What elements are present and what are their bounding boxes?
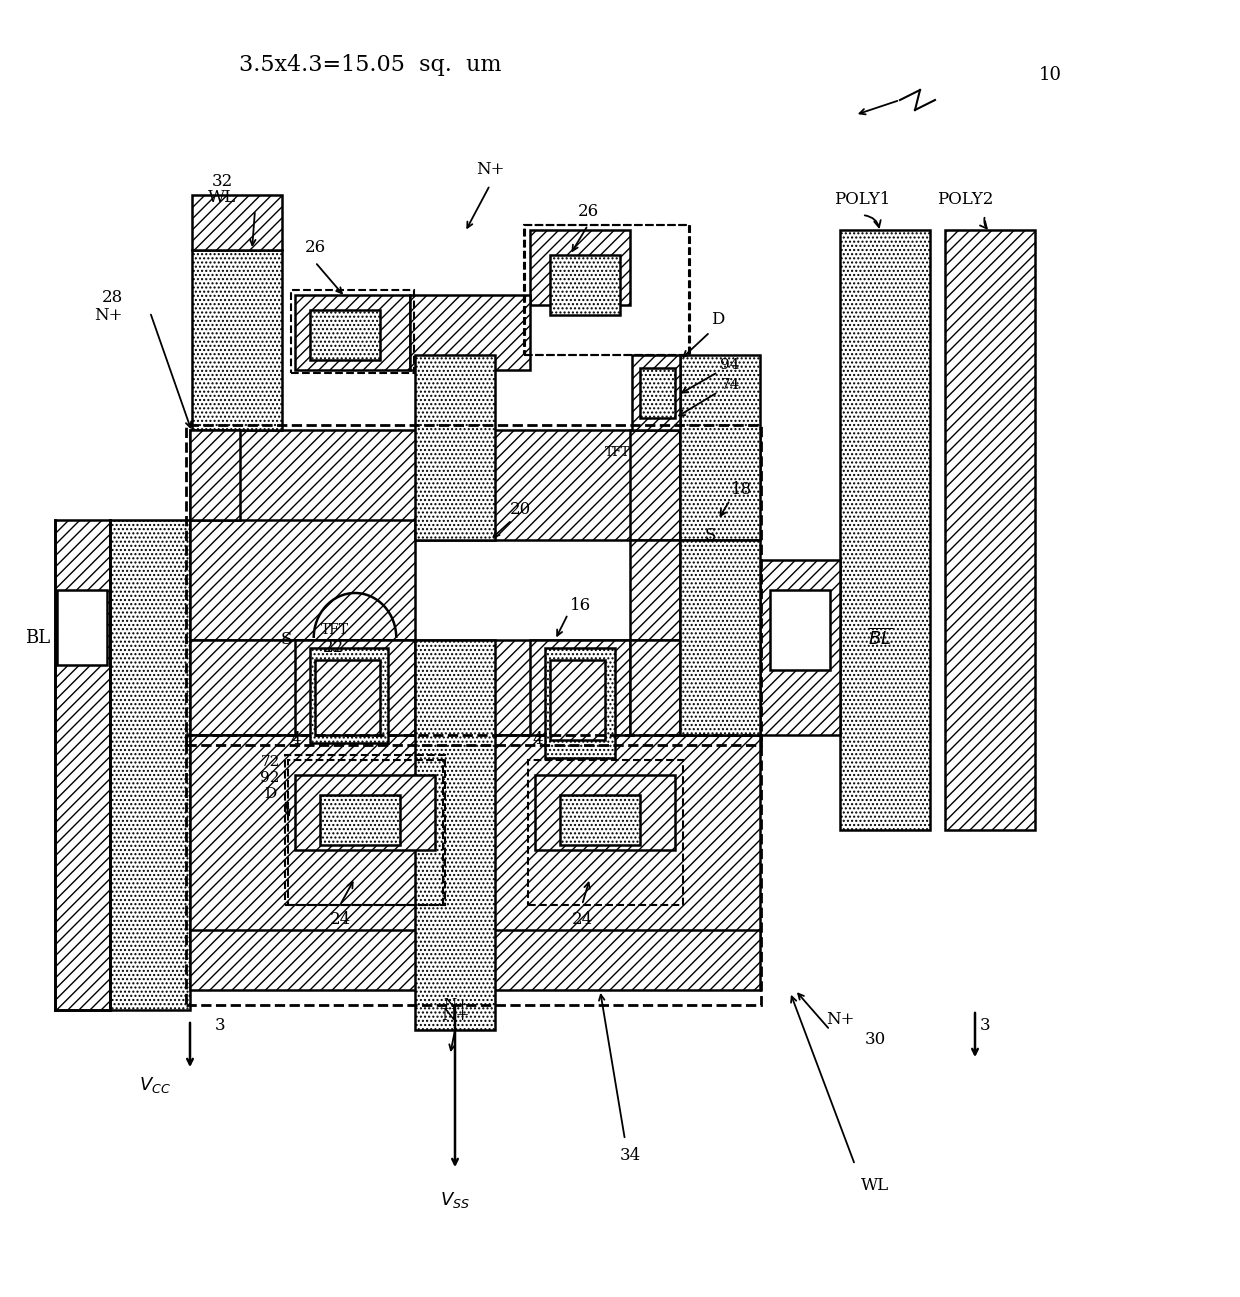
Bar — [415, 639, 495, 1030]
Text: N+: N+ — [443, 997, 469, 1012]
Text: 3.5x4.3=15.05  sq.  um: 3.5x4.3=15.05 sq. um — [239, 54, 501, 77]
Text: 3: 3 — [215, 1017, 226, 1034]
FancyArrowPatch shape — [864, 215, 880, 227]
Bar — [285, 755, 445, 905]
Text: 3: 3 — [980, 1017, 991, 1034]
Text: 4: 4 — [290, 732, 301, 748]
Bar — [630, 639, 680, 741]
Bar — [551, 660, 605, 741]
Bar — [192, 250, 281, 431]
Text: 30: 30 — [864, 1031, 885, 1048]
Bar — [546, 648, 615, 757]
Text: WL: WL — [208, 189, 236, 206]
Text: TFT: TFT — [321, 623, 350, 637]
Bar — [295, 639, 415, 770]
Text: S: S — [704, 527, 715, 543]
Bar — [288, 760, 443, 905]
Text: N+: N+ — [94, 306, 123, 323]
Bar — [640, 368, 675, 418]
Text: N+: N+ — [476, 162, 505, 179]
Bar — [295, 294, 410, 370]
Bar — [632, 355, 680, 431]
Text: 26: 26 — [578, 204, 599, 220]
Text: 16: 16 — [569, 598, 590, 615]
Bar — [190, 930, 760, 990]
Bar — [551, 256, 620, 315]
Bar — [410, 294, 529, 370]
Text: POLY2: POLY2 — [936, 192, 993, 209]
Bar — [630, 431, 680, 540]
Bar — [560, 795, 640, 846]
Bar — [760, 560, 839, 735]
Bar — [190, 431, 720, 540]
Bar — [529, 639, 630, 770]
Text: 22: 22 — [322, 639, 343, 656]
Bar — [680, 431, 760, 490]
Bar — [525, 224, 689, 355]
Text: 92: 92 — [260, 770, 280, 785]
Bar — [310, 648, 388, 743]
Text: 18: 18 — [732, 481, 753, 498]
Bar — [528, 760, 683, 905]
Text: WL: WL — [861, 1176, 889, 1193]
Text: 10: 10 — [1039, 66, 1061, 84]
Text: $V_{SS}$: $V_{SS}$ — [440, 1191, 470, 1210]
Text: 20: 20 — [510, 502, 531, 519]
Bar — [190, 639, 720, 735]
Text: 94: 94 — [720, 358, 740, 372]
Bar — [680, 355, 760, 540]
Text: 34: 34 — [619, 1147, 641, 1163]
Bar — [945, 230, 1035, 830]
Text: 24: 24 — [572, 912, 593, 929]
Bar — [190, 735, 760, 940]
Bar — [415, 355, 495, 540]
Bar — [525, 224, 689, 355]
Text: D: D — [712, 311, 724, 328]
Bar — [110, 520, 190, 1010]
Text: $V_{CC}$: $V_{CC}$ — [139, 1075, 171, 1095]
Bar — [680, 540, 760, 735]
Bar — [839, 230, 930, 830]
Text: D: D — [264, 787, 277, 802]
Text: N+: N+ — [826, 1012, 854, 1029]
Text: POLY1: POLY1 — [833, 192, 890, 209]
Text: S: S — [280, 632, 291, 648]
Text: N+: N+ — [440, 1006, 469, 1023]
Bar — [192, 195, 281, 250]
Text: 74: 74 — [720, 377, 740, 392]
Text: 26: 26 — [305, 240, 326, 257]
Text: 72: 72 — [260, 755, 280, 769]
Text: 4: 4 — [533, 732, 543, 748]
Bar — [295, 776, 435, 850]
Bar — [310, 310, 379, 361]
Bar — [315, 660, 379, 735]
Bar — [770, 590, 830, 671]
Text: 32: 32 — [211, 174, 233, 191]
Text: $\overline{BL}$: $\overline{BL}$ — [868, 628, 893, 648]
Bar — [190, 520, 415, 639]
Text: TFT: TFT — [605, 445, 631, 459]
FancyArrowPatch shape — [980, 218, 987, 228]
Bar — [630, 540, 680, 639]
Bar — [55, 520, 110, 1010]
Bar — [186, 735, 761, 1005]
Text: 28: 28 — [102, 289, 123, 306]
Bar — [186, 425, 761, 744]
Text: BL: BL — [26, 629, 51, 647]
Bar — [529, 230, 630, 305]
Bar — [190, 431, 241, 520]
Text: 24: 24 — [330, 912, 351, 929]
Bar — [534, 776, 675, 850]
Bar — [320, 795, 401, 846]
Bar — [291, 291, 414, 374]
Bar — [57, 590, 107, 665]
